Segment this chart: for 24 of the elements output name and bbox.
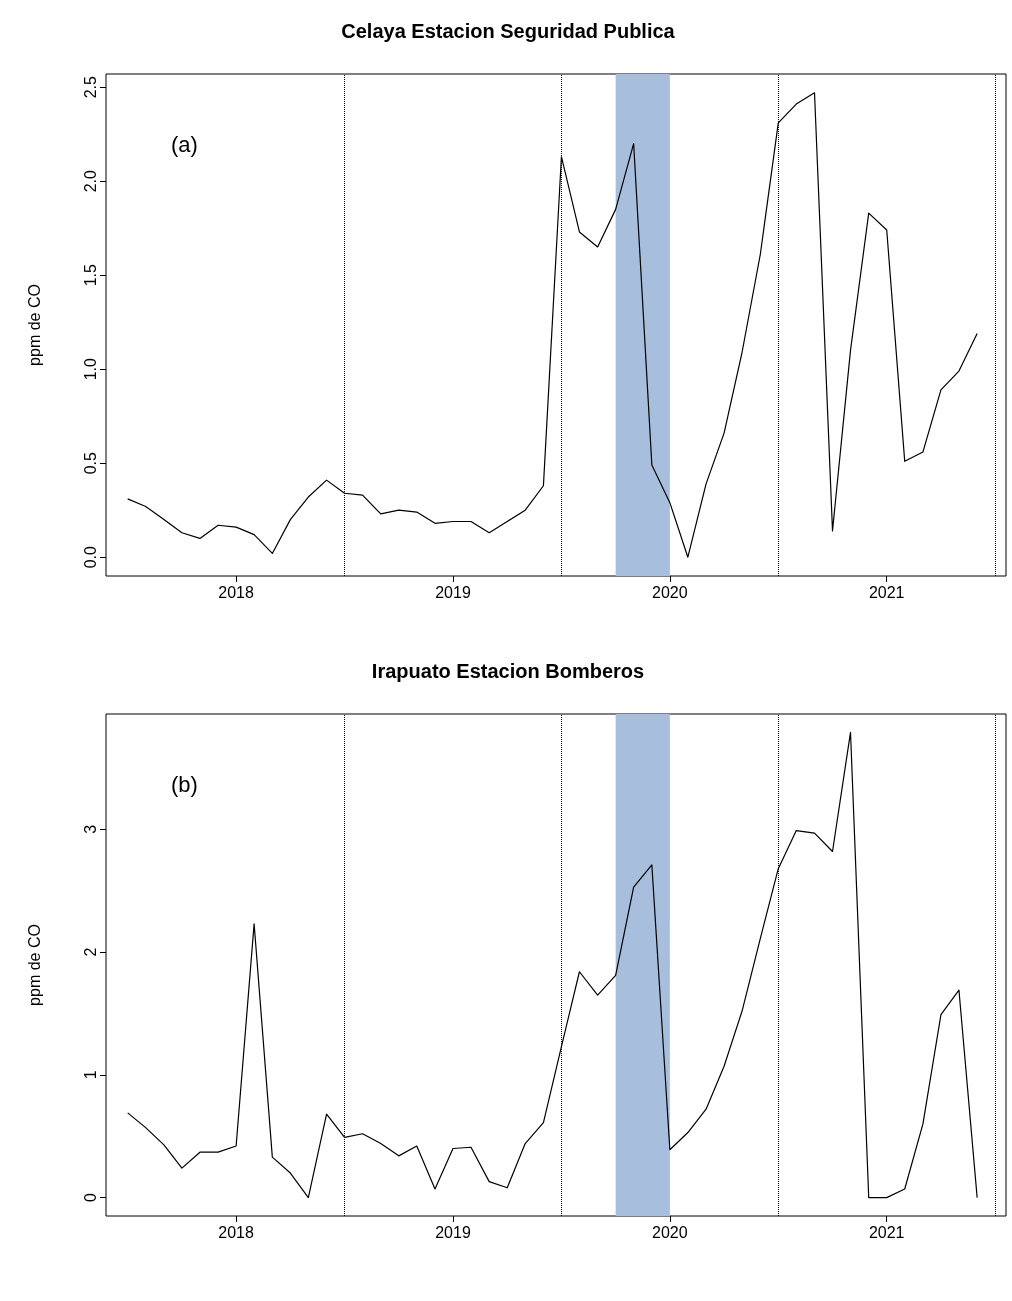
chart-title: Irapuato Estacion Bomberos <box>371 660 645 682</box>
y-tick-label: 1 <box>81 1070 99 1080</box>
y-tick-label: 3 <box>81 824 99 834</box>
y-axis-title: ppm de CO <box>25 284 43 366</box>
x-tick-label: 2018 <box>218 1223 255 1241</box>
x-tick-label: 2020 <box>652 583 688 601</box>
x-tick-label: 2018 <box>218 583 255 601</box>
y-tick-label: 0.5 <box>81 451 99 475</box>
annotation: (a) <box>171 131 198 157</box>
chart-title: Celaya Estacion Seguridad Publica <box>341 20 676 42</box>
y-tick-label: 2 <box>81 947 99 957</box>
x-tick-label: 2019 <box>435 1223 471 1241</box>
y-tick-label: 1.0 <box>81 357 99 381</box>
y-tick-label: 0.0 <box>81 545 99 569</box>
y-tick-label: 2.0 <box>81 169 99 193</box>
x-tick-label: 2021 <box>868 583 905 601</box>
y-axis-title: ppm de CO <box>25 924 43 1006</box>
x-tick-label: 2019 <box>435 583 471 601</box>
annotation: (b) <box>171 771 198 797</box>
x-tick-label: 2020 <box>652 1223 688 1241</box>
y-tick-label: 0 <box>81 1193 99 1203</box>
y-tick-label: 2.5 <box>81 75 99 99</box>
x-tick-label: 2021 <box>868 1223 905 1241</box>
y-tick-label: 1.5 <box>81 263 99 287</box>
